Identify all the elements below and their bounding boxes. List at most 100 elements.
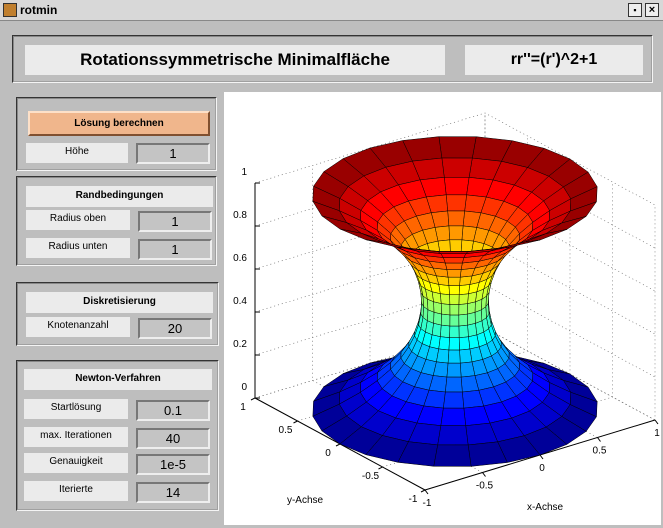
field-label: Genauigkeit bbox=[24, 453, 128, 473]
input-field[interactable]: 1 bbox=[138, 211, 212, 232]
surface-patch bbox=[445, 194, 467, 212]
boundary-panel bbox=[16, 176, 217, 266]
equation: rr''=(r')^2+1 bbox=[465, 45, 643, 75]
window-title: rotmin bbox=[20, 3, 58, 17]
surface-patch bbox=[448, 337, 460, 351]
surface-patch bbox=[438, 336, 450, 351]
field-label: Radius oben bbox=[26, 210, 130, 230]
surface-patch bbox=[443, 257, 465, 264]
title-bar: rotmin ▪ × bbox=[0, 0, 663, 21]
solve-button[interactable]: Lösung berechnen bbox=[28, 111, 210, 136]
surface-patch bbox=[433, 444, 472, 467]
input-field[interactable]: 20 bbox=[138, 318, 212, 339]
tick-mark bbox=[539, 454, 544, 460]
input-field[interactable]: 1 bbox=[138, 239, 212, 260]
y-tick-label: 0.5 bbox=[279, 425, 293, 436]
surface-patch bbox=[441, 313, 451, 327]
surface-patch bbox=[449, 325, 460, 338]
field-label: max. Iterationen bbox=[24, 427, 128, 447]
field-label: Radius unten bbox=[26, 238, 130, 258]
z-tick-label: 0.4 bbox=[233, 296, 247, 307]
group-title: Diskretisierung bbox=[26, 292, 213, 313]
z-tick-label: 0 bbox=[241, 382, 247, 393]
surface-patch bbox=[438, 136, 477, 159]
surface-patch bbox=[458, 284, 471, 295]
tick-mark bbox=[335, 443, 341, 447]
surface-patch bbox=[449, 239, 463, 254]
surface-patch bbox=[449, 314, 460, 327]
input-field[interactable]: 40 bbox=[136, 428, 210, 449]
y-tick-label: -0.5 bbox=[362, 471, 380, 482]
surface-patch bbox=[446, 269, 462, 278]
input-field[interactable]: 0.1 bbox=[136, 400, 210, 421]
surface-patch bbox=[436, 348, 450, 364]
tick-mark bbox=[378, 466, 383, 470]
input-field[interactable]: 14 bbox=[136, 482, 210, 503]
surface-patch bbox=[459, 275, 473, 286]
z-tick-label: 0.6 bbox=[233, 253, 247, 264]
surface-patch bbox=[436, 251, 469, 254]
surface-patch bbox=[458, 324, 469, 338]
group-title: Randbedingungen bbox=[26, 186, 213, 207]
discretization-panel bbox=[16, 282, 219, 346]
tick-mark bbox=[654, 419, 659, 425]
close-button[interactable]: × bbox=[645, 3, 659, 17]
surface-patch bbox=[445, 262, 463, 270]
surface-patch bbox=[437, 425, 469, 446]
header-panel bbox=[12, 35, 653, 83]
tick-mark bbox=[420, 489, 426, 493]
surface-patch bbox=[447, 210, 465, 227]
maximize-button[interactable]: ▪ bbox=[628, 3, 642, 17]
y-tick-label: 1 bbox=[240, 402, 246, 413]
group-title: Newton-Verfahren bbox=[24, 369, 212, 390]
z-tick-label: 0.8 bbox=[233, 210, 247, 221]
tick-mark bbox=[482, 472, 486, 477]
x-tick-label: 0.5 bbox=[593, 446, 607, 457]
surface-patch bbox=[448, 285, 460, 295]
tick-mark bbox=[293, 420, 298, 424]
y-tick-label: 0 bbox=[325, 448, 331, 459]
header-title: Rotationssymmetrische Minimalfläche bbox=[25, 45, 445, 75]
x-axis-label: x-Achse bbox=[527, 502, 564, 513]
surface-patch bbox=[447, 349, 461, 364]
surface-patch bbox=[467, 322, 478, 338]
y-tick-label: -1 bbox=[409, 494, 418, 505]
z-tick-label: 0.2 bbox=[233, 339, 247, 350]
surface-patch bbox=[447, 276, 461, 286]
surface-patch bbox=[445, 376, 463, 393]
surface-patch bbox=[441, 157, 473, 178]
field-label: Iterierte bbox=[24, 481, 128, 501]
x-tick-label: -1 bbox=[423, 498, 432, 509]
surface-patch bbox=[458, 313, 468, 327]
solve-panel bbox=[16, 97, 217, 171]
input-field[interactable]: 1e-5 bbox=[136, 454, 210, 475]
app-icon bbox=[3, 3, 17, 17]
surface-patch bbox=[459, 361, 476, 378]
x-tick-label: -0.5 bbox=[476, 481, 494, 492]
surface-patch bbox=[441, 303, 451, 316]
surface-patch bbox=[449, 304, 460, 316]
y-axis-label: y-Achse bbox=[287, 495, 324, 506]
surface-patch bbox=[458, 336, 471, 351]
surface-patch bbox=[449, 294, 460, 305]
field-label: Höhe bbox=[26, 143, 128, 163]
surface-patch bbox=[458, 293, 469, 305]
surface-patch bbox=[433, 311, 442, 326]
tick-mark bbox=[424, 489, 429, 495]
surface-patch bbox=[458, 303, 468, 316]
surface-patch bbox=[448, 225, 464, 241]
surface-patch bbox=[440, 293, 451, 305]
surface-patch bbox=[440, 324, 451, 338]
newton-panel bbox=[16, 360, 219, 511]
input-field[interactable]: 1 bbox=[136, 143, 210, 164]
surface-patch bbox=[443, 177, 470, 196]
surface-patch bbox=[443, 391, 465, 409]
surface-patch bbox=[438, 284, 450, 295]
surface-patch bbox=[440, 253, 467, 258]
x-tick-label: 1 bbox=[654, 428, 660, 439]
z-tick-label: 1 bbox=[241, 167, 247, 178]
tick-mark bbox=[250, 397, 256, 401]
surface-patch bbox=[440, 407, 467, 426]
